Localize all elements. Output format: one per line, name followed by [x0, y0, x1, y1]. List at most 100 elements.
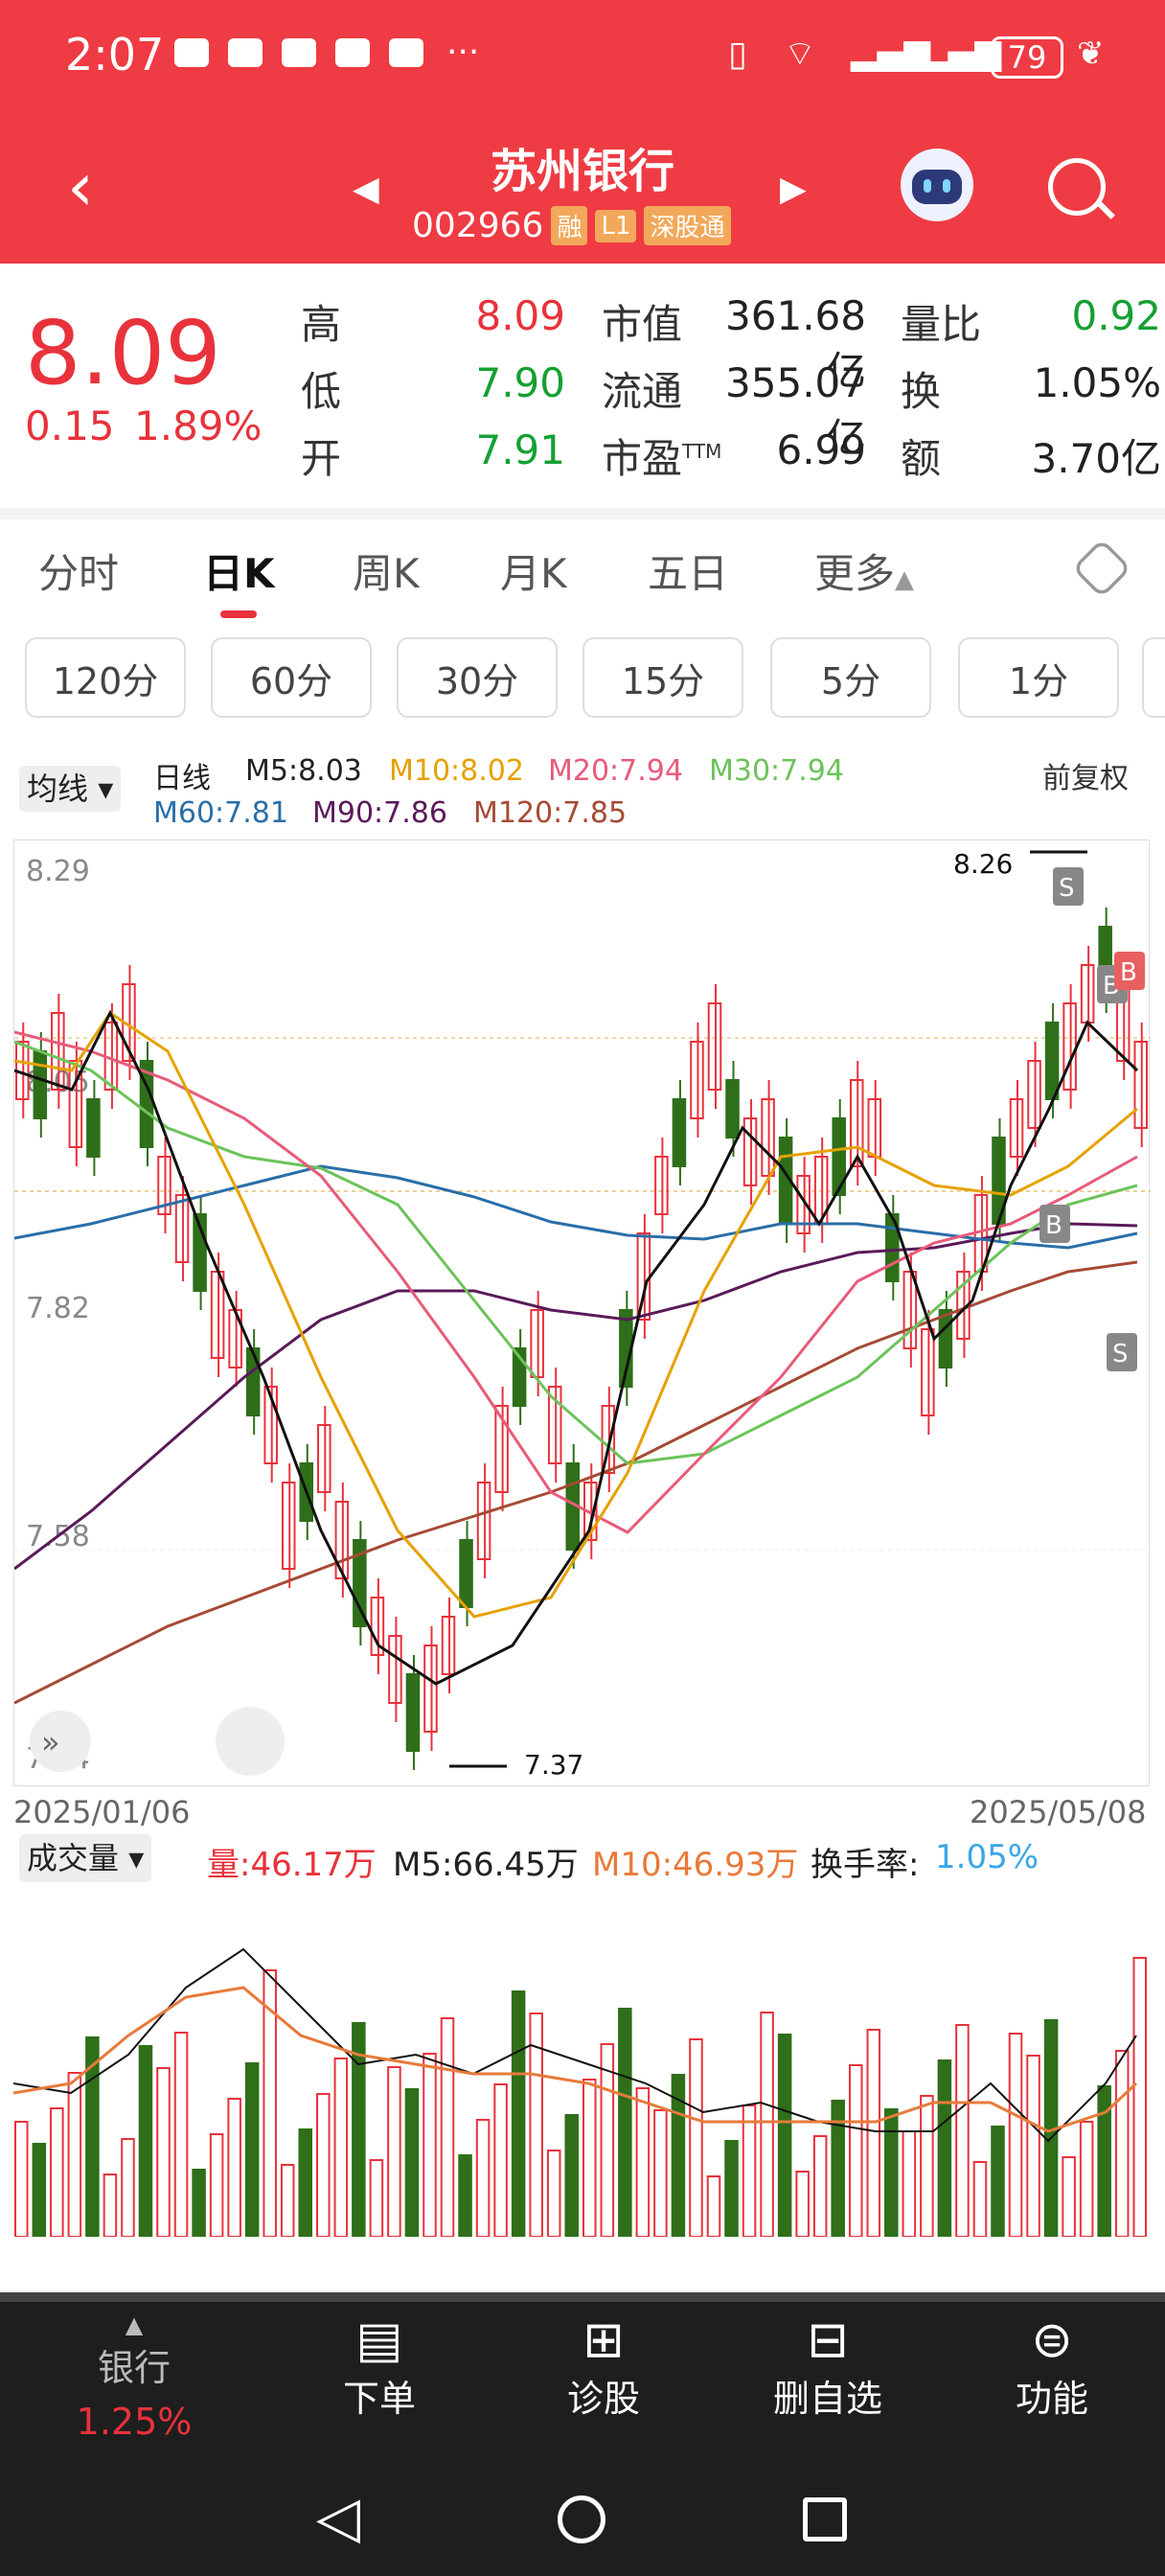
diagnose-button[interactable]: ⊞ 诊股 — [508, 2312, 699, 2422]
low-value: 7.90 — [475, 359, 565, 406]
back-triangle-icon[interactable]: ◁ — [316, 2484, 361, 2551]
open-value: 7.91 — [475, 426, 565, 473]
order-button[interactable]: ▤ 下单 — [284, 2312, 475, 2422]
sell-marker — [1107, 1333, 1137, 1371]
period-5min[interactable]: 5分 — [770, 637, 931, 718]
volume-bar — [937, 2059, 952, 2238]
volume-bar — [316, 2093, 331, 2238]
float-cap-value: 355.07亿 — [725, 359, 866, 462]
recents-square-icon[interactable] — [803, 2497, 847, 2542]
fullscreen-button[interactable] — [216, 1707, 285, 1776]
minus-box-icon: ⊟ — [807, 2312, 849, 2369]
buy-marker-text: B — [1045, 1211, 1062, 1240]
volume-ma5-line — [12, 1947, 1137, 2143]
volume-bar — [156, 2067, 171, 2238]
tab-daily-k[interactable]: 日K — [203, 550, 275, 597]
next-stock-icon[interactable]: ▶ — [780, 170, 807, 209]
tab-monthly-k[interactable]: 月K — [500, 550, 567, 597]
message-icon — [228, 38, 263, 67]
period-1min[interactable]: 1分 — [958, 637, 1119, 718]
volume-bar — [972, 2161, 988, 2238]
ma-indicators: 均线 ▾ 日线 M5:8.03 M10:8.02 M20:7.94 M30:7.… — [0, 743, 1165, 839]
volume-bar — [280, 2164, 295, 2238]
volume-bar — [600, 2043, 615, 2238]
start-date: 2025/01/06 — [13, 1794, 191, 1830]
turnover-label: 换 — [901, 368, 942, 415]
expand-left-button[interactable] — [30, 1711, 91, 1772]
ma30-line — [13, 1040, 1138, 1465]
volume-bar — [493, 2083, 508, 2238]
open-label: 开 — [301, 435, 342, 482]
sector-bank-item[interactable]: ▲ 银行 1.25% — [38, 2312, 230, 2443]
back-icon[interactable]: ‹ — [67, 148, 94, 226]
home-circle-icon[interactable] — [558, 2496, 605, 2543]
volume-bar — [244, 2062, 260, 2238]
adjust-mode[interactable]: 前复权 — [1042, 762, 1129, 795]
float-cap-label: 流通 — [602, 368, 683, 415]
nav-scroll-track — [0, 2292, 1165, 2302]
volume-chart[interactable] — [12, 1892, 1150, 2238]
signal-icon: ▂▄▆ — [851, 33, 931, 72]
k-line-chart[interactable]: 8.29 8.05 7.82 7.58 7.34 8.26 7.37 » S B… — [13, 840, 1151, 1786]
prev-stock-icon[interactable]: ◀ — [353, 170, 379, 209]
shenzhen-connect-tag: 深股通 — [644, 206, 731, 245]
turnover-value: 1.05% — [1033, 359, 1161, 406]
volume-bar — [227, 2098, 241, 2238]
y-label-top: 8.29 — [26, 855, 90, 888]
volume-bar — [760, 2012, 774, 2238]
settings-icon[interactable] — [1071, 538, 1132, 599]
volume-bar — [423, 2053, 437, 2238]
minute-period-bar: 120分 60分 30分 15分 5分 1分 — [0, 637, 1165, 722]
period-30min[interactable]: 30分 — [397, 637, 558, 718]
search-icon[interactable] — [1048, 158, 1115, 219]
remove-watchlist-button[interactable]: ⊟ 删自选 — [732, 2312, 924, 2422]
volume-bar — [103, 2174, 118, 2238]
order-icon: ▤ — [355, 2312, 403, 2369]
period-60min[interactable]: 60分 — [211, 637, 372, 718]
volume-bar — [955, 2024, 970, 2238]
volume-bar — [1026, 2055, 1040, 2238]
volume-selector-button[interactable]: 成交量 ▾ — [19, 1834, 152, 1882]
y-label: 7.82 — [26, 1292, 90, 1325]
volume-bar — [546, 2150, 561, 2238]
wifi-icon: ⌔ — [784, 34, 816, 74]
volume-bar — [1114, 2050, 1130, 2238]
pe-label: 市盈TTM — [602, 435, 722, 482]
tab-more[interactable]: 更多▲ — [814, 550, 915, 597]
tab-weekly-k[interactable]: 周K — [353, 550, 420, 597]
volume-bar — [67, 2072, 82, 2238]
function-button[interactable]: ⊜ 功能 — [956, 2312, 1148, 2422]
ma20-line — [13, 1030, 1138, 1534]
tab-five-day[interactable]: 五日 — [648, 550, 729, 597]
ma120-value: M120:7.85 — [473, 796, 628, 830]
tab-intraday[interactable]: 分时 — [38, 550, 120, 597]
volume-bar — [298, 2128, 313, 2238]
volume-bar — [724, 2140, 739, 2238]
volume-bar — [635, 2087, 651, 2238]
last-price: 8.09 — [25, 302, 221, 404]
diagnose-label: 诊股 — [566, 2378, 640, 2420]
ma90-value: M90:7.86 — [312, 796, 447, 830]
turnover-rate-label: 换手率: — [811, 1846, 920, 1884]
bottom-navigation: ▲ 银行 1.25% ▤ 下单 ⊞ 诊股 ⊟ 删自选 ⊜ 功能 — [0, 2292, 1165, 2455]
period-more-partial[interactable] — [1142, 637, 1165, 718]
volume-bar — [848, 2064, 863, 2238]
stock-code-row: 002966 融 L1 深股通 — [412, 206, 731, 245]
period-15min[interactable]: 15分 — [582, 637, 743, 718]
heart-app-icon — [389, 38, 423, 67]
volume-bar — [173, 2032, 189, 2238]
volume-bar — [1079, 2121, 1094, 2238]
divider — [0, 508, 1165, 519]
ma20-value: M20:7.94 — [548, 754, 683, 788]
ma-selector-button[interactable]: 均线 ▾ — [19, 766, 122, 812]
volume-value: 量:46.17万 — [207, 1846, 377, 1884]
sector-change: 1.25% — [76, 2401, 193, 2443]
period-120min[interactable]: 120分 — [25, 637, 186, 718]
volume-bar — [920, 2095, 934, 2238]
end-date: 2025/05/08 — [970, 1794, 1147, 1830]
volume-bar — [884, 2108, 899, 2238]
volume-ratio-value: 0.92 — [1071, 292, 1161, 339]
robot-assistant-icon[interactable] — [901, 149, 973, 221]
volume-bar — [742, 2104, 757, 2238]
app-notification-icon — [174, 38, 209, 67]
